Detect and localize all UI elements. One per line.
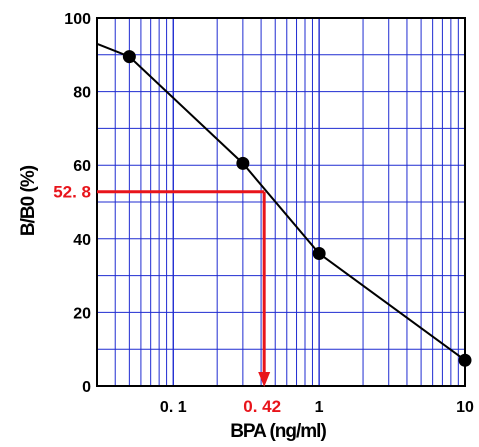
y-tick-label: 60 <box>73 158 91 175</box>
annotation-arrowhead <box>258 372 271 387</box>
annotation-x-label: 0. 42 <box>243 397 281 416</box>
data-point <box>458 353 472 367</box>
data-point <box>236 156 250 170</box>
data-point <box>122 50 136 64</box>
data-point <box>312 247 326 261</box>
y-tick-label: 80 <box>73 85 91 102</box>
tick-labels: 0 20 40 60 80 100 0. 1 1 10 <box>64 11 474 416</box>
x-tick-label: 10 <box>456 399 474 416</box>
x-axis-title: BPA (ng/ml) <box>230 421 326 442</box>
data-series <box>96 42 472 367</box>
annotation-y-label: 52. 8 <box>53 183 91 202</box>
annotations: 52. 8 0. 42 <box>53 183 281 416</box>
grid <box>96 17 465 387</box>
plot-border <box>96 17 466 387</box>
x-tick-label: 1 <box>315 399 324 416</box>
y-tick-label: 0 <box>82 379 91 396</box>
y-tick-label: 20 <box>73 305 91 322</box>
x-tick-label: 0. 1 <box>160 399 187 416</box>
y-tick-label: 100 <box>64 11 91 28</box>
plot-frame <box>96 17 466 387</box>
y-axis-title: B/B0 (%) <box>18 165 39 236</box>
y-tick-label: 40 <box>73 232 91 249</box>
